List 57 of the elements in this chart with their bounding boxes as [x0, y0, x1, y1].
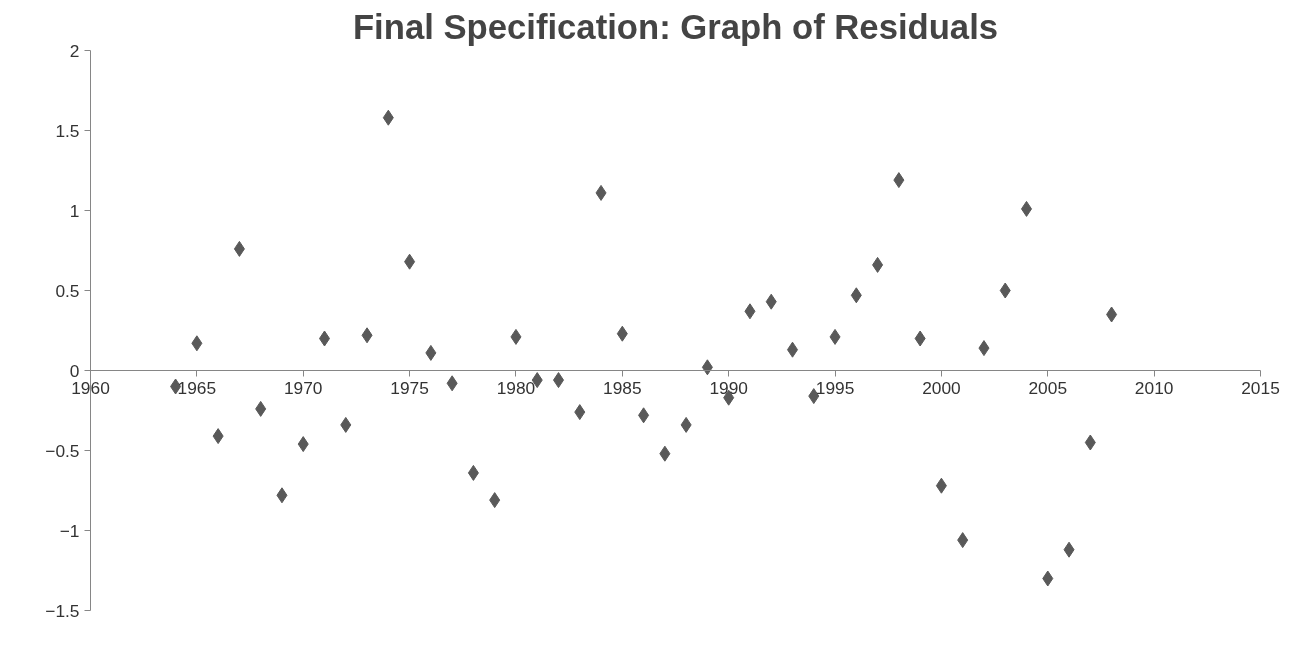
point — [701, 359, 713, 376]
y-tick-label: 2 — [69, 40, 80, 61]
point — [850, 287, 862, 304]
point — [893, 172, 905, 189]
point — [297, 436, 309, 453]
point — [1063, 541, 1075, 558]
point — [489, 492, 501, 509]
y-tick-label: 0 — [69, 360, 80, 381]
point — [999, 282, 1011, 299]
point — [276, 487, 288, 504]
point — [255, 400, 267, 417]
point — [340, 416, 352, 433]
y-tick-label: 0.5 — [55, 280, 80, 301]
point — [191, 335, 203, 352]
x-tick-label: 1985 — [603, 377, 642, 398]
x-tick-label: 2015 — [1241, 377, 1280, 398]
y-tick-label: 1 — [69, 200, 80, 221]
y-tick-label: −1 — [59, 520, 80, 541]
x-tick-label: 1995 — [815, 377, 855, 398]
point — [404, 253, 416, 270]
x-tick-label: 1980 — [496, 377, 536, 398]
point — [1042, 570, 1054, 587]
x-tick-label: 2000 — [922, 377, 961, 398]
point — [744, 303, 756, 320]
x-tick-label: 1965 — [177, 377, 217, 398]
point — [574, 404, 586, 421]
point — [957, 532, 969, 549]
point — [510, 328, 522, 345]
y-tick-label: −0.5 — [45, 440, 80, 461]
point — [233, 240, 245, 257]
point — [616, 325, 628, 342]
point — [829, 328, 841, 345]
point — [595, 184, 607, 201]
point — [680, 416, 692, 433]
point — [935, 477, 947, 494]
x-tick-label: 1970 — [283, 377, 323, 398]
point — [638, 407, 650, 424]
y-tick-label: −1.5 — [45, 600, 80, 621]
x-tick-label: 2010 — [1134, 377, 1174, 398]
point — [467, 464, 479, 481]
y-tick-label: 1.5 — [55, 120, 80, 141]
point — [382, 109, 394, 126]
point — [872, 256, 884, 273]
point — [425, 344, 437, 361]
point — [212, 428, 224, 445]
x-tick-label: 2005 — [1028, 377, 1068, 398]
point — [446, 375, 458, 392]
x-tick-label: 1990 — [709, 377, 748, 398]
point — [361, 327, 373, 344]
point — [659, 445, 671, 462]
chart-title: Final Specification: Graph of Residuals — [352, 7, 999, 46]
point — [1106, 306, 1118, 323]
x-tick-label: 1975 — [390, 377, 429, 398]
point — [978, 340, 990, 357]
point — [765, 293, 777, 310]
point — [1084, 434, 1096, 451]
point — [914, 330, 926, 347]
